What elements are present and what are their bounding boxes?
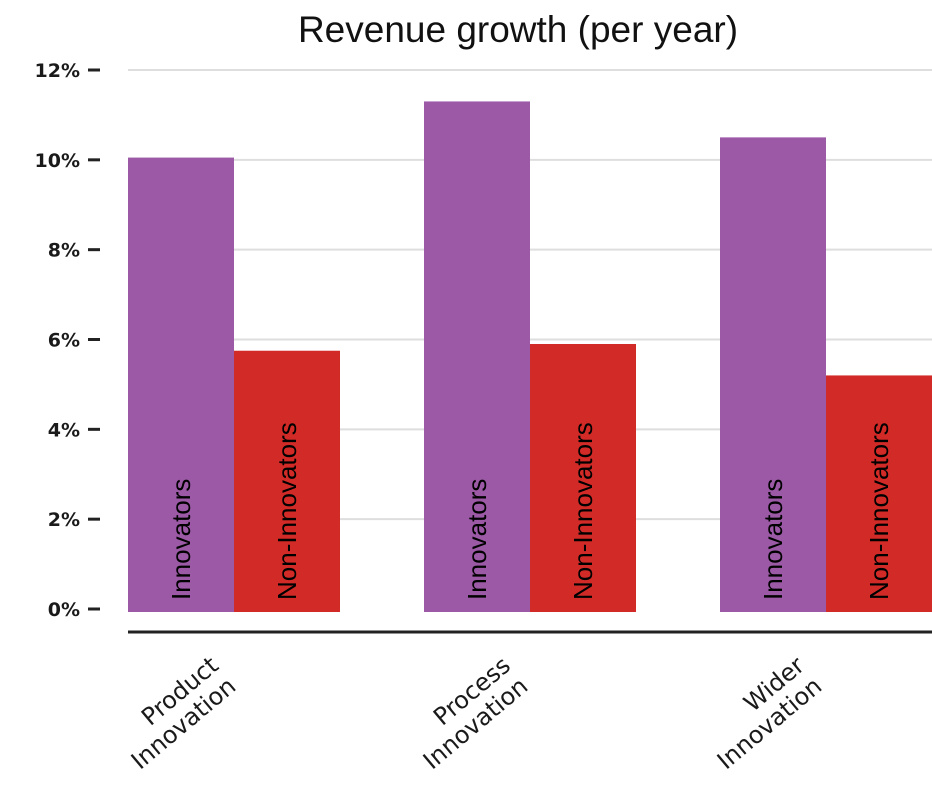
bar-series-label: Non-Innovators: [864, 422, 894, 600]
y-tick-label: 10%: [35, 150, 80, 172]
bar-series-label: Innovators: [166, 479, 196, 600]
y-tick-label: 0%: [48, 599, 80, 621]
y-tick-label: 8%: [48, 240, 80, 262]
bar-series-label: Innovators: [462, 479, 492, 600]
y-tick-label: 4%: [48, 419, 80, 441]
bar: [128, 157, 234, 612]
y-tick-label: 2%: [48, 509, 80, 531]
y-axis: 0% 2% 4% 6% 8% 10% 12%: [35, 60, 100, 621]
bar: [424, 101, 530, 613]
chart-title: Revenue growth (per year): [298, 9, 738, 50]
bar-series-label: Non-Innovators: [568, 422, 598, 600]
bar-series-label: Non-Innovators: [272, 422, 302, 600]
bars: [128, 101, 932, 613]
bar: [530, 343, 636, 612]
bar-labels: Innovators Non-Innovators Innovators Non-In…: [166, 422, 894, 600]
y-tick-label: 12%: [35, 60, 80, 82]
y-tick-label: 6%: [48, 330, 80, 352]
bar: [826, 375, 932, 612]
bar: [234, 350, 340, 612]
bar: [720, 137, 826, 612]
bar-series-label: Innovators: [758, 479, 788, 600]
